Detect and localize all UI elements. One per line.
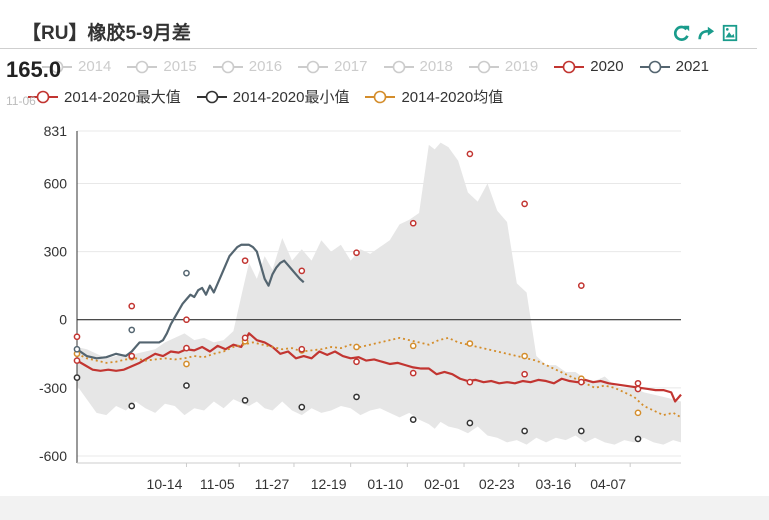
x-tick-label: 11-27 xyxy=(255,476,290,492)
data-point-2014-2020最小值 xyxy=(298,403,306,411)
data-point-2020 xyxy=(634,385,642,393)
data-point-2020 xyxy=(241,334,249,342)
data-point-2021 xyxy=(183,269,190,277)
data-point-2014-2020最小值 xyxy=(577,427,585,435)
data-point-2021 xyxy=(128,326,136,334)
y-tick-label: -300 xyxy=(39,380,67,396)
legend-item-2018[interactable]: 2018 xyxy=(383,58,453,75)
data-point-2020 xyxy=(73,357,81,364)
series-line-2020 xyxy=(76,332,682,403)
legend-label: 2014-2020最小值 xyxy=(232,89,350,106)
x-tick-label: 11-05 xyxy=(200,476,235,492)
legend-stats: 2014-2020最大值 2014-2020最小值 2014-2020均值 xyxy=(28,86,519,107)
data-point-2020 xyxy=(128,352,136,360)
data-point-2014-2020最小值 xyxy=(634,435,642,443)
footer-band xyxy=(0,496,769,520)
chart-header: 【RU】橡胶5-9月差 xyxy=(0,0,757,49)
legend-item-2014-2020最大值[interactable]: 2014-2020最大值 xyxy=(28,86,181,107)
data-point-2014-2020最大值 xyxy=(466,150,474,158)
legend-item-2016[interactable]: 2016 xyxy=(212,58,283,75)
data-point-2021 xyxy=(73,345,81,353)
legend-label: 2014 xyxy=(78,58,112,75)
data-point-2014-2020最小值 xyxy=(241,396,249,404)
data-point-2014-2020均值 xyxy=(466,340,474,347)
data-point-2014-2020最大值 xyxy=(409,219,417,227)
data-point-2014-2020最小值 xyxy=(353,393,360,401)
legend-label: 2015 xyxy=(163,58,197,75)
x-tick-label: 02-01 xyxy=(424,476,460,492)
refresh-icon[interactable] xyxy=(673,24,691,42)
y-tick-label: -600 xyxy=(39,448,67,464)
data-point-2020 xyxy=(577,378,585,386)
toolbox xyxy=(673,24,739,42)
data-point-2020 xyxy=(521,370,528,378)
legend-label: 2016 xyxy=(248,58,283,75)
data-point-2020 xyxy=(466,378,474,386)
legend-label: 2020 xyxy=(590,58,624,75)
legend-label: 2017 xyxy=(334,58,368,75)
data-point-2014-2020最大值 xyxy=(634,379,642,387)
data-point-2014-2020最大值 xyxy=(128,302,136,310)
legend-item-2020[interactable]: 2020 xyxy=(554,58,624,75)
min-max-band xyxy=(77,142,681,445)
x-tick-label: 03-16 xyxy=(536,476,572,492)
y-tick-label: 600 xyxy=(44,175,68,191)
data-point-2014-2020最大值 xyxy=(298,267,306,275)
legend-label: 2021 xyxy=(675,58,709,75)
data-point-2020 xyxy=(298,345,306,353)
legend-label: 2018 xyxy=(419,58,453,75)
data-point-2014-2020最大值 xyxy=(183,316,190,324)
data-point-2014-2020均值 xyxy=(521,352,528,360)
data-point-2020 xyxy=(183,344,190,352)
data-point-2014-2020最小值 xyxy=(73,374,81,381)
data-point-2014-2020均值 xyxy=(183,360,190,368)
data-point-2014-2020最大值 xyxy=(521,200,528,208)
data-point-2014-2020最小值 xyxy=(409,416,417,423)
data-point-2014-2020最小值 xyxy=(466,419,474,427)
x-tick-label: 04-07 xyxy=(590,476,626,492)
legend-item-2021[interactable]: 2021 xyxy=(639,58,709,75)
data-point-2014-2020最大值 xyxy=(241,257,249,265)
legend-item-2014-2020均值[interactable]: 2014-2020均值 xyxy=(365,86,503,107)
legend-label: 2014-2020最大值 xyxy=(64,89,181,106)
data-point-2020 xyxy=(353,358,360,366)
y-tick-label: 831 xyxy=(44,123,68,139)
data-point-2014-2020最大值 xyxy=(577,282,585,289)
data-point-2014-2020均值 xyxy=(353,343,360,351)
chart-title: 【RU】橡胶5-9月差 xyxy=(22,23,191,44)
data-point-2014-2020最小值 xyxy=(521,427,528,435)
legend-item-2017[interactable]: 2017 xyxy=(298,58,368,75)
legend-item-2014[interactable]: 2014 xyxy=(42,58,111,75)
x-tick-label: 12-19 xyxy=(311,476,347,492)
save-image-icon[interactable] xyxy=(721,24,739,42)
share-icon[interactable] xyxy=(697,24,715,42)
data-point-2014-2020均值 xyxy=(409,342,417,350)
data-point-2020 xyxy=(409,369,417,377)
x-tick-label: 10-14 xyxy=(147,476,183,492)
legend-item-2015[interactable]: 2015 xyxy=(127,58,197,75)
y-tick-label: 300 xyxy=(44,244,68,260)
data-point-2014-2020最大值 xyxy=(73,333,81,341)
data-point-2014-2020最小值 xyxy=(128,402,136,410)
tooltip-date: 11-06 xyxy=(6,94,36,108)
legend-item-2019[interactable]: 2019 xyxy=(468,58,539,75)
legend-label: 2014-2020均值 xyxy=(401,89,504,106)
x-tick-label: 01-10 xyxy=(367,476,403,492)
series-line-2021 xyxy=(76,243,305,360)
legend-item-2014-2020最小值[interactable]: 2014-2020最小值 xyxy=(196,86,350,107)
y-tick-label: 0 xyxy=(59,312,67,328)
legend-label: 2019 xyxy=(504,58,539,75)
data-point-2014-2020均值 xyxy=(634,409,642,417)
x-tick-label: 02-23 xyxy=(479,476,515,492)
legend-years: 2014 2015 2016 2017 2018 2019 2020 2021 xyxy=(42,58,725,75)
data-point-2014-2020最小值 xyxy=(183,382,190,389)
series-line-2014-2020均值 xyxy=(76,336,682,419)
data-point-2014-2020最大值 xyxy=(353,249,360,257)
tooltip-value: 165.0 xyxy=(6,57,62,82)
